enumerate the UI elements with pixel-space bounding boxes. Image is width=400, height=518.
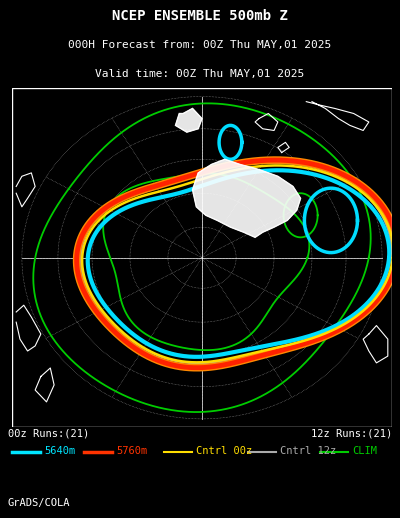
Text: CLIM: CLIM: [352, 446, 377, 456]
Text: 12z Runs:(21): 12z Runs:(21): [311, 429, 392, 439]
Text: 5760m: 5760m: [116, 446, 147, 456]
Text: NCEP ENSEMBLE 500mb Z: NCEP ENSEMBLE 500mb Z: [112, 9, 288, 23]
Text: Cntrl 12z: Cntrl 12z: [280, 446, 336, 456]
Polygon shape: [192, 160, 300, 237]
Text: 000H Forecast from: 00Z Thu MAY,01 2025: 000H Forecast from: 00Z Thu MAY,01 2025: [68, 40, 332, 50]
Text: 00z Runs:(21): 00z Runs:(21): [8, 429, 89, 439]
Text: Cntrl 00z: Cntrl 00z: [196, 446, 252, 456]
Polygon shape: [176, 108, 202, 132]
Text: Valid time: 00Z Thu MAY,01 2025: Valid time: 00Z Thu MAY,01 2025: [95, 69, 305, 79]
Text: GrADS/COLA: GrADS/COLA: [8, 498, 70, 508]
Text: 5640m: 5640m: [44, 446, 75, 456]
